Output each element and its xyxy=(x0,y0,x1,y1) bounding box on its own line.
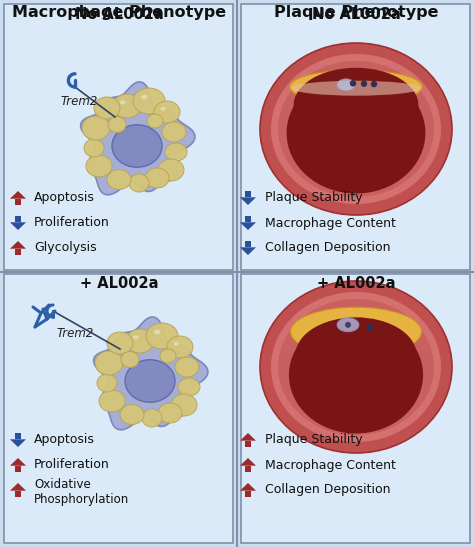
Text: Macrophage Content: Macrophage Content xyxy=(265,217,396,230)
Polygon shape xyxy=(10,241,26,249)
Ellipse shape xyxy=(129,174,149,192)
Ellipse shape xyxy=(158,159,184,181)
Circle shape xyxy=(361,80,367,87)
Ellipse shape xyxy=(296,317,417,392)
Ellipse shape xyxy=(160,349,176,363)
Ellipse shape xyxy=(171,394,197,416)
Ellipse shape xyxy=(108,117,126,132)
Ellipse shape xyxy=(97,374,117,392)
Ellipse shape xyxy=(154,330,160,334)
Polygon shape xyxy=(81,82,195,195)
Ellipse shape xyxy=(293,68,419,143)
Ellipse shape xyxy=(290,70,422,104)
Ellipse shape xyxy=(167,336,193,358)
Circle shape xyxy=(350,80,356,86)
Text: Plaque Stability: Plaque Stability xyxy=(265,191,363,205)
Ellipse shape xyxy=(178,378,200,396)
Ellipse shape xyxy=(271,54,441,204)
Ellipse shape xyxy=(278,61,434,197)
Text: + AL002a: + AL002a xyxy=(80,276,158,291)
Ellipse shape xyxy=(271,292,441,442)
Polygon shape xyxy=(15,216,21,222)
Ellipse shape xyxy=(260,281,452,453)
Ellipse shape xyxy=(158,403,182,423)
Text: Proliferation: Proliferation xyxy=(34,458,110,472)
Ellipse shape xyxy=(161,107,166,110)
Ellipse shape xyxy=(120,100,126,104)
Ellipse shape xyxy=(337,318,359,332)
Ellipse shape xyxy=(126,329,154,353)
Ellipse shape xyxy=(112,125,162,167)
Ellipse shape xyxy=(292,81,420,96)
Polygon shape xyxy=(245,441,251,447)
Polygon shape xyxy=(240,458,256,465)
Polygon shape xyxy=(15,249,21,255)
FancyBboxPatch shape xyxy=(241,274,470,543)
Ellipse shape xyxy=(175,357,199,377)
Polygon shape xyxy=(15,433,21,439)
Polygon shape xyxy=(240,483,256,491)
Text: Proliferation: Proliferation xyxy=(34,217,110,230)
Ellipse shape xyxy=(107,170,131,189)
Text: Macrophage Content: Macrophage Content xyxy=(265,458,396,472)
Text: Trem2: Trem2 xyxy=(57,327,94,340)
Ellipse shape xyxy=(125,360,175,402)
Ellipse shape xyxy=(107,332,133,354)
Ellipse shape xyxy=(133,88,165,114)
Polygon shape xyxy=(15,465,21,472)
Polygon shape xyxy=(15,491,21,497)
Ellipse shape xyxy=(260,43,452,215)
Ellipse shape xyxy=(289,317,423,433)
FancyBboxPatch shape xyxy=(4,274,233,543)
Ellipse shape xyxy=(146,323,178,349)
Circle shape xyxy=(345,322,351,328)
Polygon shape xyxy=(10,458,26,465)
Ellipse shape xyxy=(120,404,144,424)
Text: Plaque Stability: Plaque Stability xyxy=(265,434,363,446)
Ellipse shape xyxy=(287,73,426,194)
Ellipse shape xyxy=(165,143,187,161)
Ellipse shape xyxy=(162,122,186,142)
Polygon shape xyxy=(245,465,251,472)
Polygon shape xyxy=(10,222,26,230)
Polygon shape xyxy=(94,317,208,430)
Ellipse shape xyxy=(86,155,112,177)
Text: Oxidative
Phosphorylation: Oxidative Phosphorylation xyxy=(34,478,129,507)
Text: Apoptosis: Apoptosis xyxy=(34,191,95,205)
Polygon shape xyxy=(240,433,256,441)
Text: Collagen Deposition: Collagen Deposition xyxy=(265,241,391,254)
Ellipse shape xyxy=(133,335,138,340)
Text: Plaque Phenotype: Plaque Phenotype xyxy=(274,5,438,20)
Ellipse shape xyxy=(337,79,355,91)
Text: + AL002a: + AL002a xyxy=(317,276,395,291)
Ellipse shape xyxy=(95,351,123,375)
Ellipse shape xyxy=(278,299,434,435)
Text: Macrophage Phenotype: Macrophage Phenotype xyxy=(12,5,226,20)
Polygon shape xyxy=(245,216,251,222)
Ellipse shape xyxy=(82,116,110,140)
Polygon shape xyxy=(10,483,26,491)
Polygon shape xyxy=(240,247,256,255)
Polygon shape xyxy=(245,241,251,247)
Ellipse shape xyxy=(141,95,147,100)
Polygon shape xyxy=(15,199,21,205)
Ellipse shape xyxy=(113,94,141,118)
Ellipse shape xyxy=(147,114,163,128)
Ellipse shape xyxy=(173,342,179,346)
Ellipse shape xyxy=(142,409,162,427)
Ellipse shape xyxy=(121,352,139,368)
Ellipse shape xyxy=(94,97,120,119)
Ellipse shape xyxy=(154,101,180,123)
Polygon shape xyxy=(240,222,256,230)
Polygon shape xyxy=(10,439,26,447)
Text: Trem2: Trem2 xyxy=(61,95,99,108)
FancyBboxPatch shape xyxy=(4,4,233,270)
Text: No AL002a: No AL002a xyxy=(74,7,164,22)
Circle shape xyxy=(366,324,374,331)
Text: Apoptosis: Apoptosis xyxy=(34,434,95,446)
Ellipse shape xyxy=(99,390,125,412)
Text: No AL002a: No AL002a xyxy=(311,7,401,22)
Ellipse shape xyxy=(291,307,421,356)
Ellipse shape xyxy=(84,139,104,157)
